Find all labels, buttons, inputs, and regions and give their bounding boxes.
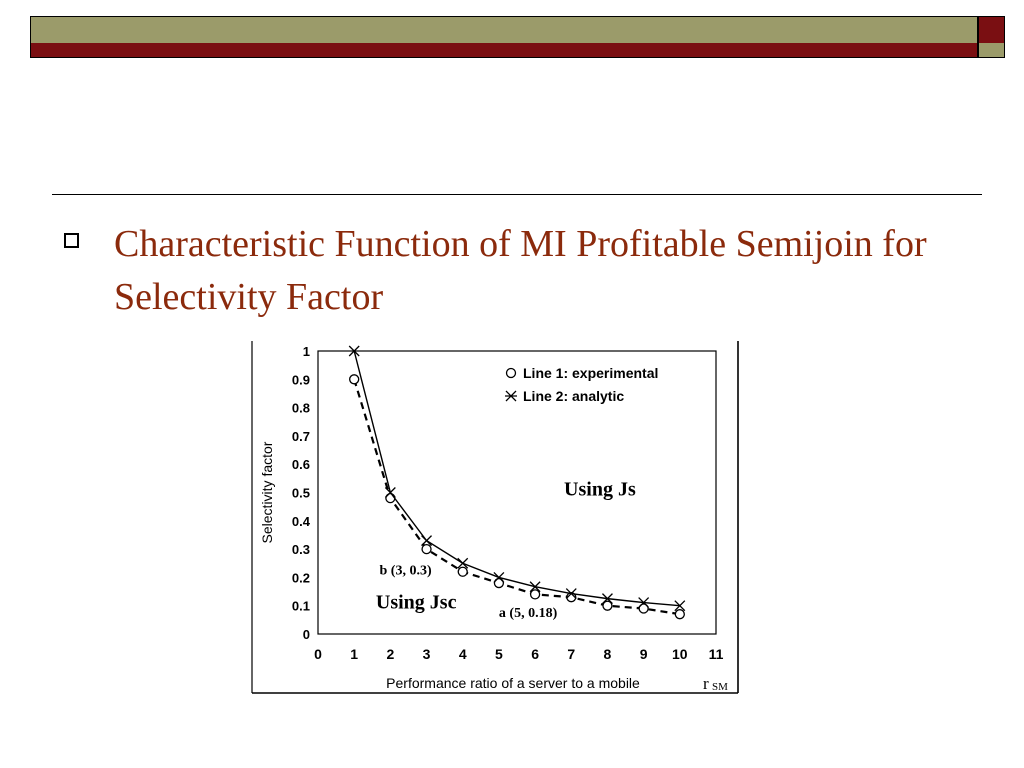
x-axis-subscript: SM xyxy=(712,681,728,693)
x-tick-label: 0 xyxy=(314,646,322,662)
legend-label-2: Line 2: analytic xyxy=(523,388,624,404)
annotation-label: a (5, 0.18) xyxy=(499,606,558,621)
x-tick-label: 9 xyxy=(640,646,648,662)
y-tick-label: 0.8 xyxy=(292,401,310,416)
legend-label-1: Line 1: experimental xyxy=(523,365,658,381)
data-point-x xyxy=(457,557,469,569)
data-point-x xyxy=(493,571,505,583)
data-point-circle xyxy=(674,609,685,620)
legend-marker-circle xyxy=(505,367,517,379)
data-point-circle xyxy=(638,603,649,614)
annotation-label: b (3, 0.3) xyxy=(380,564,432,579)
y-axis-label: Selectivity factor xyxy=(259,441,275,543)
data-point-x xyxy=(601,593,613,605)
annotation-label: Using Jsc xyxy=(376,592,457,614)
x-tick-label: 4 xyxy=(459,646,467,662)
x-tick-label: 1 xyxy=(350,646,358,662)
x-tick-label: 8 xyxy=(604,646,612,662)
y-tick-label: 0.3 xyxy=(292,542,310,557)
y-tick-label: 0.1 xyxy=(292,599,310,614)
series-line-2 xyxy=(353,350,680,607)
x-axis-symbol: r xyxy=(703,674,709,693)
corner-square-olive xyxy=(978,43,1005,58)
data-point-circle xyxy=(602,600,613,611)
y-tick-label: 0.9 xyxy=(292,372,310,387)
title-divider xyxy=(52,194,982,195)
selectivity-chart: 0 0.1 0.2 0.3 0.4 0.5 0.6 0.7 0.8 0.9 1 0 1 2 3 4 5 6 7 8 9 1… xyxy=(248,341,740,696)
series-line-1 xyxy=(353,378,680,616)
data-point-x xyxy=(638,597,650,609)
data-point-circle xyxy=(529,589,541,600)
y-tick-label: 0.6 xyxy=(292,457,310,472)
x-tick-label: 7 xyxy=(567,646,575,662)
annotation-label: Using Js xyxy=(564,478,636,500)
x-tick-label: 10 xyxy=(672,646,688,662)
x-axis-label: Performance ratio of a server to a mobil… xyxy=(386,675,640,691)
x-tick-label: 2 xyxy=(386,646,394,662)
square-bullet-icon xyxy=(64,233,79,248)
data-point-circle xyxy=(457,566,468,577)
corner-square-maroon xyxy=(978,16,1005,44)
data-point-x xyxy=(565,588,577,599)
data-point-x xyxy=(348,345,360,357)
y-tick-label: 0.2 xyxy=(292,570,310,585)
legend-marker-x xyxy=(505,390,517,402)
y-tick-label: 0.4 xyxy=(292,514,311,529)
data-point-x xyxy=(529,581,541,593)
header-bands xyxy=(30,16,978,58)
plot-area xyxy=(317,350,717,635)
olive-band xyxy=(30,16,978,44)
x-tick-label: 5 xyxy=(495,646,503,662)
x-tick-label: 3 xyxy=(423,646,431,662)
data-point-x xyxy=(384,487,396,498)
bullet-text: Characteristic Function of MI Profitable… xyxy=(114,223,927,318)
chart-svg: 00.10.20.30.40.50.60.70.80.910 1 2 3 4 5 6 7 8 9 1… xyxy=(251,341,739,694)
x-tick-label: 6 xyxy=(531,646,539,662)
x-tick-label: 11 xyxy=(709,646,724,662)
data-point-circle xyxy=(493,577,505,589)
y-tick-label: 1 xyxy=(303,344,310,359)
y-tick-label: 0 xyxy=(303,627,310,642)
data-point-circle xyxy=(349,374,360,385)
maroon-band xyxy=(30,43,978,58)
data-point-x xyxy=(421,535,433,547)
y-tick-label: 0.7 xyxy=(292,429,310,444)
data-point-circle xyxy=(421,543,432,555)
y-tick-label: 0.5 xyxy=(292,486,310,501)
data-point-x xyxy=(674,600,686,612)
